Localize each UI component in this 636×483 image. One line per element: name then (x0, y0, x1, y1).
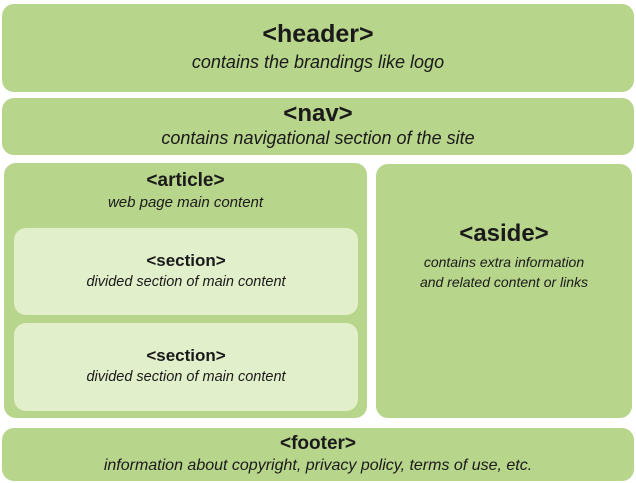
header-block: <header> contains the brandings like log… (2, 4, 634, 92)
article-block: <article> web page main content <section… (4, 163, 367, 418)
aside-description-line-1: contains extra information (423, 254, 585, 270)
section-block-1: <section> divided section of main conten… (14, 228, 358, 315)
article-tag: <article> (146, 170, 225, 191)
header-tag: <header> (262, 20, 374, 49)
section-description: divided section of main content (86, 273, 286, 290)
section-tag: <section> (146, 346, 226, 366)
footer-tag: <footer> (279, 432, 357, 454)
footer-block: <footer> information about copyright, pr… (2, 428, 634, 481)
header-description: contains the brandings like logo (191, 52, 445, 73)
section-block-2: <section> divided section of main conten… (14, 323, 358, 411)
section-description: divided section of main content (86, 369, 286, 386)
nav-block: <nav> contains navigational section of t… (2, 98, 634, 155)
nav-tag: <nav> (283, 99, 353, 127)
aside-description: contains extra information and related c… (420, 252, 588, 293)
section-tag: <section> (146, 250, 226, 270)
aside-description-line-2: and related content or links (419, 274, 589, 291)
aside-tag: <aside> (459, 220, 549, 247)
nav-description: contains navigational section of the sit… (161, 127, 475, 148)
aside-block: <aside> contains extra information and r… (376, 164, 632, 418)
footer-description: information about copyright, privacy pol… (103, 456, 533, 474)
article-description: web page main content (107, 194, 264, 211)
